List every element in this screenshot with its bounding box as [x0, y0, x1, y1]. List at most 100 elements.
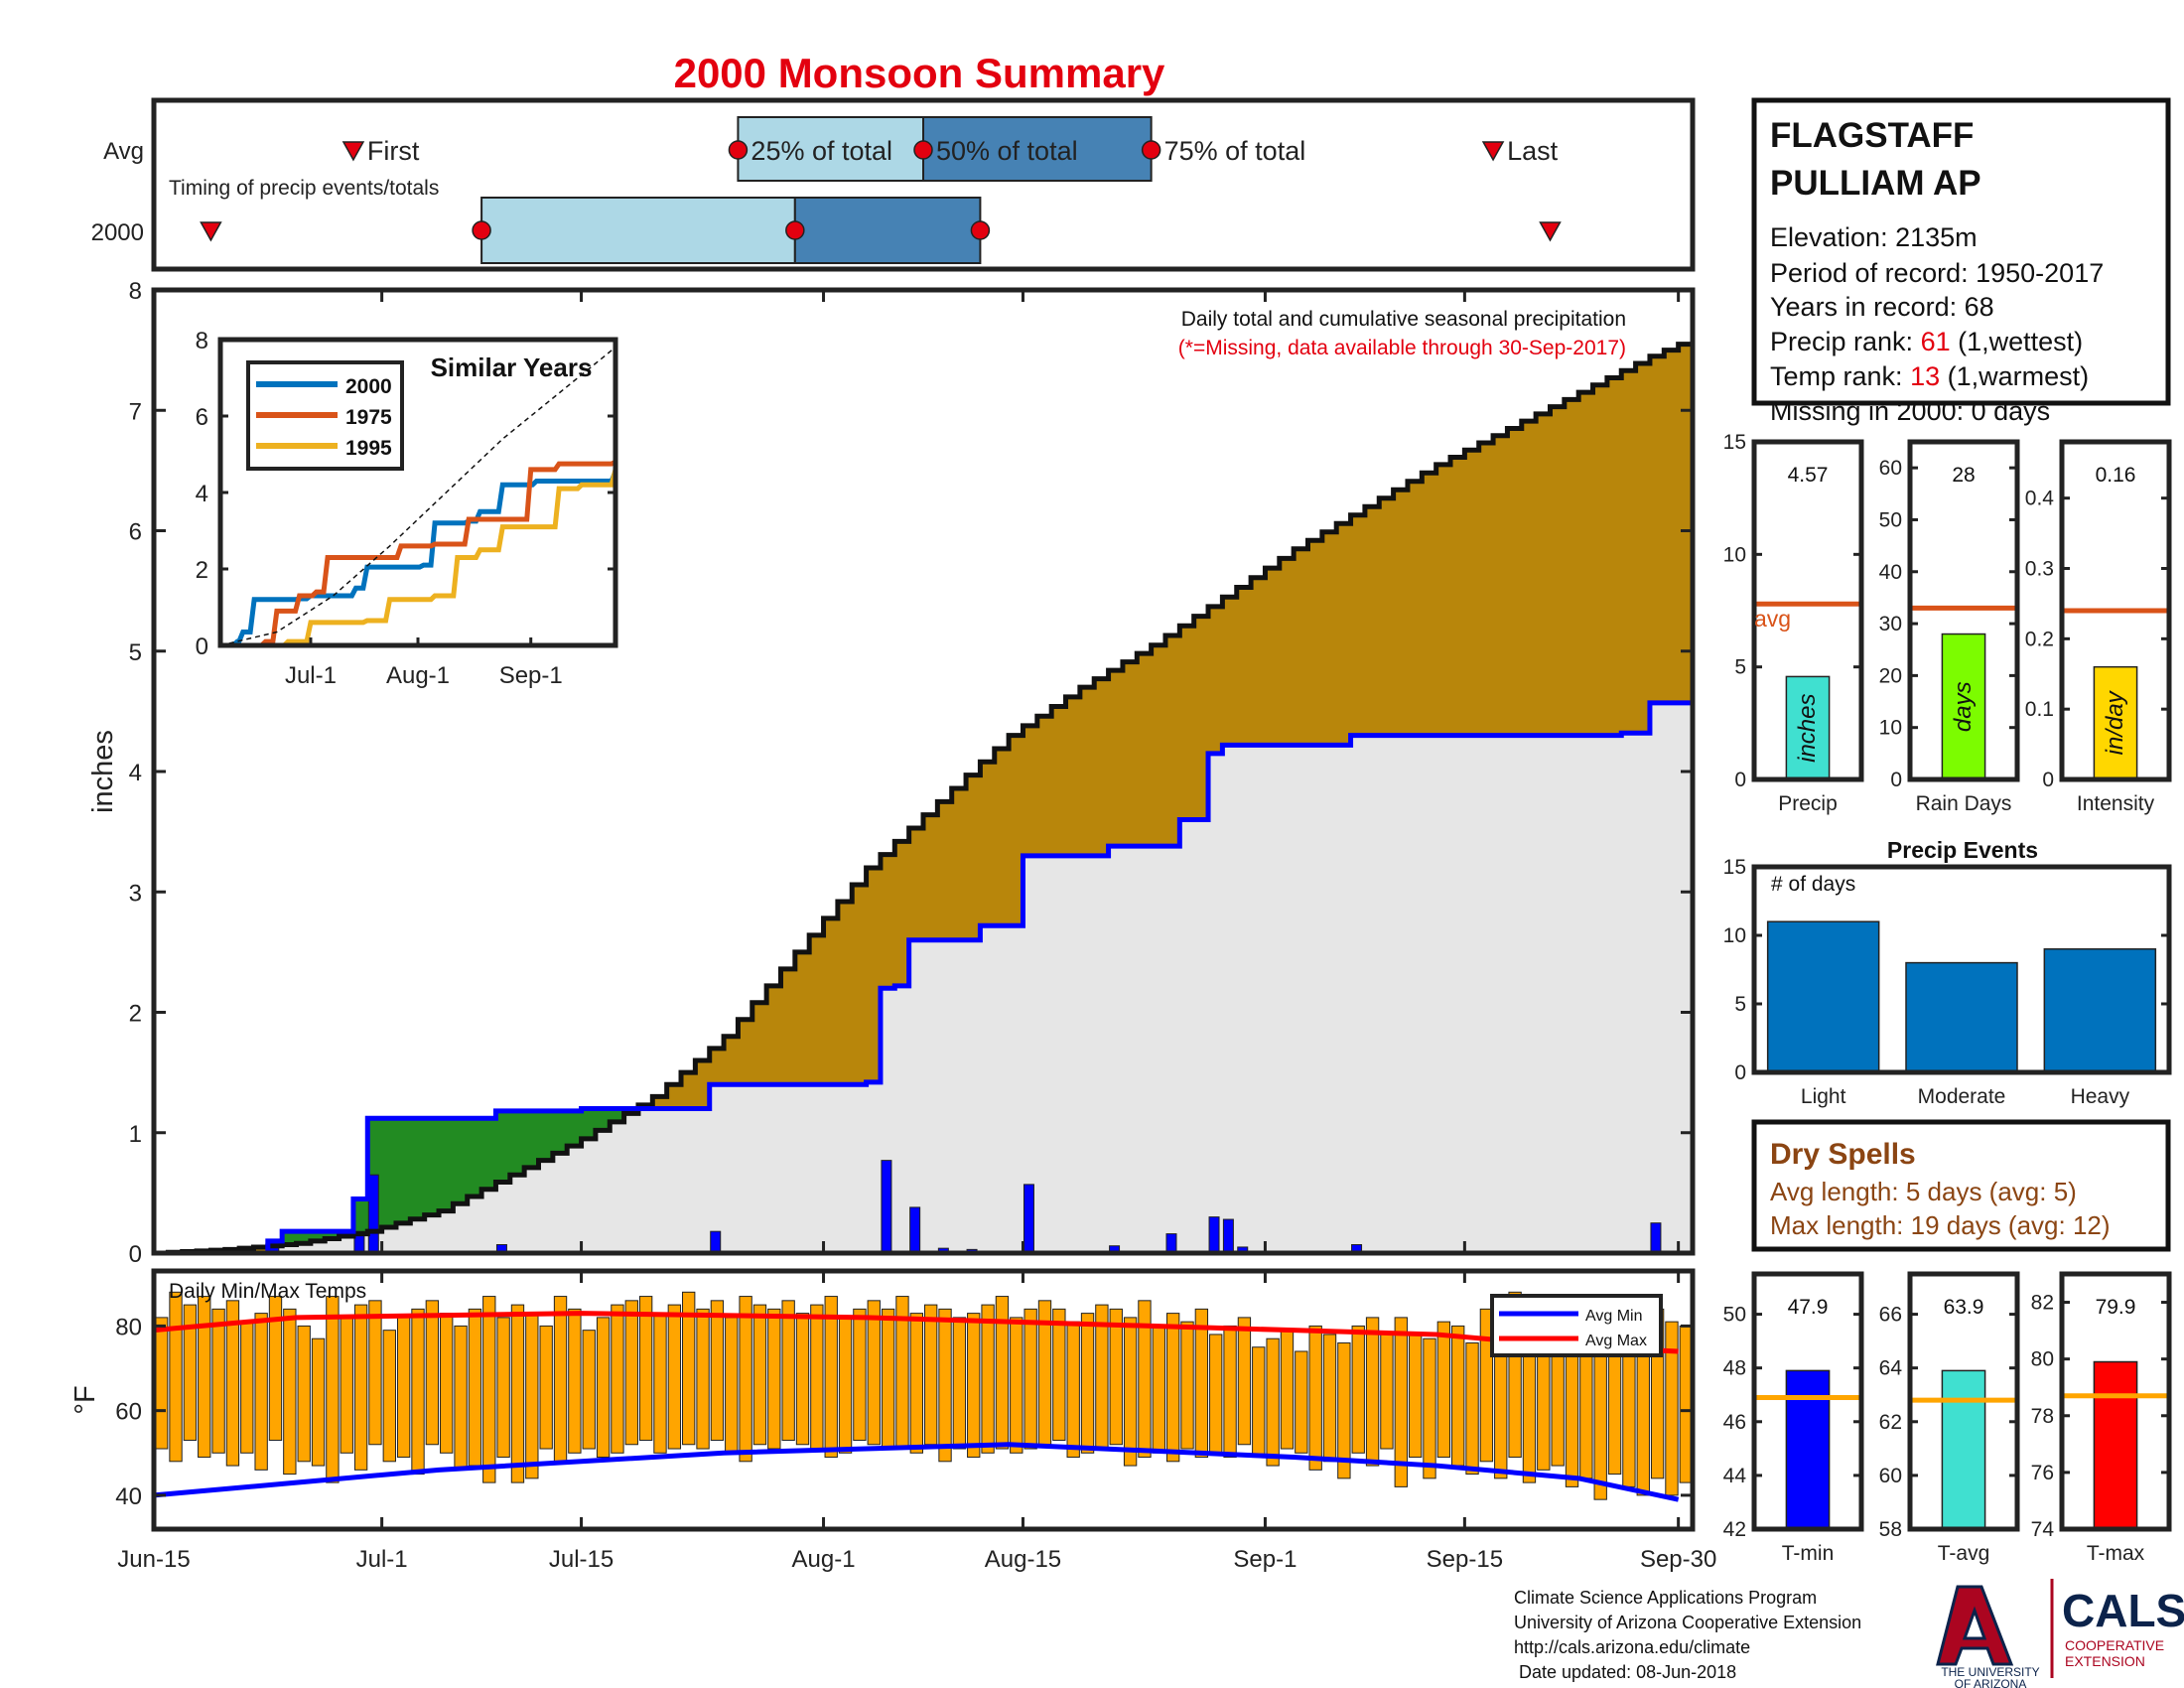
- temp-bar: [667, 1304, 682, 1450]
- temp-bar: [1138, 1300, 1152, 1459]
- temp-bar: [653, 1313, 667, 1454]
- tmax-chart-value: 79.9: [2096, 1296, 2136, 1319]
- temp-bar: [739, 1296, 752, 1463]
- precip-chart-tick-label: 5: [1734, 656, 1746, 679]
- temp-bar: [169, 1291, 183, 1463]
- temp-bar: [696, 1308, 710, 1450]
- temp-bar: [1237, 1317, 1252, 1446]
- temp-bar: [1024, 1308, 1037, 1450]
- year-p50-marker: [785, 220, 805, 240]
- tavg-chart-tick-label: 60: [1879, 1465, 1902, 1487]
- raindays-chart-value: 28: [1952, 464, 1975, 487]
- temp-bar: [482, 1296, 496, 1483]
- tavg-chart-axes: [1907, 1271, 2020, 1532]
- inset-line-1975: [220, 459, 617, 648]
- inset-ytick-label: 8: [196, 328, 208, 354]
- temps-ylabel: °F: [69, 1385, 101, 1414]
- temp-bar: [1052, 1308, 1066, 1441]
- temp-bar: [624, 1300, 638, 1446]
- tmax-chart-tick-label: 80: [2031, 1348, 2054, 1371]
- tavg-chart: 58 60 62 64 66 63.9 T-avg: [1879, 1271, 2020, 1565]
- tmin-chart-value: 47.9: [1788, 1296, 1829, 1319]
- temp-bar: [368, 1300, 382, 1446]
- avg-p50-marker: [913, 140, 933, 160]
- main-ytick-label: 2: [129, 1001, 142, 1028]
- temp-bar: [1365, 1317, 1380, 1467]
- temp-bar: [1380, 1334, 1394, 1450]
- tavg-chart-label: T-avg: [1938, 1542, 1990, 1565]
- tmax-chart-tick-label: 74: [2031, 1518, 2055, 1541]
- raindays-chart-tick-label: 60: [1879, 457, 1902, 480]
- daily-precip-bar: [1208, 1216, 1220, 1254]
- temp-bar: [752, 1304, 767, 1446]
- station-years: Years in record: 68: [1770, 292, 1994, 322]
- avg-cumulative-line: [154, 338, 1696, 1256]
- dry-spells-title: Dry Spells: [1770, 1138, 1916, 1171]
- precip-chart-value: 4.57: [1788, 464, 1829, 487]
- raindays-chart-bar: [1941, 633, 1986, 780]
- temp-bar: [1479, 1308, 1494, 1463]
- temp-bar: [425, 1300, 440, 1446]
- tavg-chart-value: 63.9: [1944, 1296, 1984, 1319]
- precip-chart-tick-label: 10: [1723, 543, 1746, 566]
- temp-bar: [952, 1317, 967, 1450]
- main-ytick-label: 5: [129, 639, 142, 666]
- station-name-line1: FLAGSTAFF: [1770, 116, 1974, 155]
- tmax-chart-bar: [2093, 1360, 2138, 1530]
- year-row-label: 2000: [91, 219, 144, 246]
- intensity-chart-tick-label: 0: [2042, 769, 2054, 791]
- intensity-chart-tick-label: 0.2: [2025, 628, 2054, 650]
- avg-min-line: [153, 1442, 1680, 1502]
- temp-bar: [1280, 1330, 1295, 1450]
- last-label: Last: [1507, 136, 1559, 166]
- precip-chart-label: Precip: [1778, 792, 1838, 815]
- temp-bar: [1165, 1313, 1180, 1463]
- date-tick-label: Sep-15: [1427, 1546, 1503, 1573]
- temp-bar: [340, 1317, 353, 1454]
- inset-ytick-label: 0: [196, 633, 208, 660]
- tavg-chart-bar: [1941, 1369, 1986, 1530]
- temp-bar: [1322, 1334, 1337, 1463]
- raindays-chart: 0 10 20 30 40 50 60 28 Rain Days days: [1879, 439, 2020, 815]
- station-elevation: Elevation: 2135m: [1770, 222, 1978, 252]
- tmax-chart-label: T-max: [2087, 1542, 2145, 1565]
- temp-bar: [1194, 1308, 1209, 1459]
- raindays-chart-axes: [1907, 439, 2020, 782]
- precip-rank: Precip rank: 61 (1,wettest): [1770, 327, 2083, 356]
- precip-chart-bar: [1785, 675, 1831, 780]
- coop-line1: COOPERATIVE: [2065, 1637, 2164, 1653]
- temps-ytick-label: 60: [115, 1399, 142, 1426]
- tmax-chart: 74 76 78 80 82 79.9 T-max: [2031, 1271, 2172, 1565]
- temp-bar: [240, 1321, 254, 1454]
- raindays-chart-tick-label: 30: [1879, 613, 1902, 635]
- inset-xtick-label: Sep-1: [499, 662, 563, 689]
- temp-bar: [582, 1330, 596, 1450]
- temp-bar: [638, 1296, 653, 1441]
- daily-precip-bar: [710, 1230, 722, 1254]
- raindays-chart-tick-label: 10: [1879, 717, 1902, 740]
- ua-line1: THE UNIVERSITY: [1941, 1665, 2039, 1679]
- surplus-area: [267, 1108, 639, 1246]
- daily-precip-bar: [1023, 1184, 1034, 1254]
- station-name-line2: PULLIAM AP: [1770, 164, 1981, 203]
- main-ylabel: inches: [87, 730, 119, 813]
- main-ytick-label: 8: [129, 278, 142, 305]
- daily-precip-bar: [909, 1206, 921, 1254]
- avg-row-label: Avg: [103, 138, 144, 165]
- raindays-chart-tick-label: 40: [1879, 561, 1902, 584]
- coop-line2: EXTENSION: [2065, 1653, 2145, 1669]
- date-tick-label: Jul-15: [549, 1546, 614, 1573]
- timing-axes: [151, 97, 1696, 272]
- raindays-chart-tick-label: 20: [1879, 664, 1902, 687]
- avg-timing-bar-late: [922, 116, 1153, 182]
- temp-bar: [326, 1296, 340, 1483]
- main-ytick-label: 0: [129, 1241, 142, 1268]
- inset-ytick-label: 6: [196, 404, 208, 431]
- temp-bar: [810, 1304, 824, 1450]
- raindays-chart-unit: days: [1950, 681, 1977, 732]
- tavg-chart-tick-label: 64: [1879, 1357, 1903, 1380]
- temp-bar: [468, 1308, 482, 1467]
- temp-bar: [568, 1308, 582, 1454]
- temp-bar: [995, 1296, 1010, 1450]
- temps-axes: [151, 1268, 1696, 1532]
